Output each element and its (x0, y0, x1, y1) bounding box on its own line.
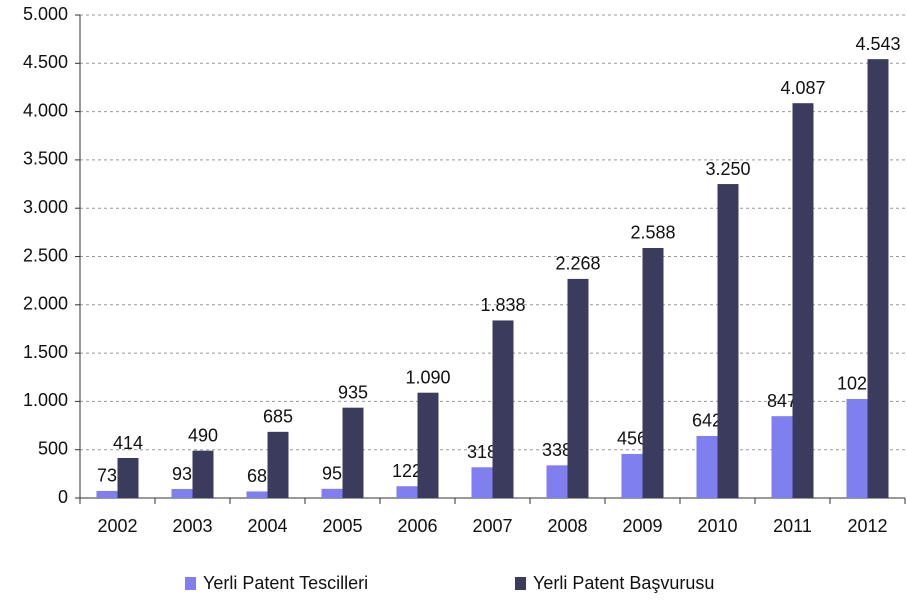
y-tick-label: 1.500 (23, 342, 68, 362)
bar (792, 103, 814, 498)
bar (117, 458, 139, 498)
bar (696, 435, 718, 498)
value-label: 122 (392, 461, 422, 481)
value-label: 95 (322, 464, 342, 484)
x-tick-label: 2006 (397, 516, 437, 536)
x-tick-label: 2002 (97, 516, 137, 536)
value-label: 935 (338, 382, 368, 402)
value-label: 4.087 (780, 78, 825, 98)
value-label: 1.090 (405, 367, 450, 387)
legend-label: Yerli Patent Tescilleri (203, 573, 368, 593)
x-tick-label: 2004 (247, 516, 287, 536)
y-tick-label: 1.000 (23, 390, 68, 410)
y-tick-label: 3.500 (23, 149, 68, 169)
y-tick-label: 500 (38, 438, 68, 458)
value-label: 338 (542, 440, 572, 460)
x-tick-label: 2010 (697, 516, 737, 536)
value-label: 318 (467, 442, 497, 462)
bar (396, 486, 418, 498)
bar (492, 320, 514, 498)
value-label: 456 (617, 429, 647, 449)
x-tick-label: 2003 (172, 516, 212, 536)
bar (321, 488, 343, 498)
bar (867, 59, 889, 498)
x-tick-label: 2005 (322, 516, 362, 536)
y-tick-label: 2.000 (23, 294, 68, 314)
value-label: 4.543 (855, 34, 900, 54)
bar (546, 465, 568, 498)
value-label: 490 (188, 425, 218, 445)
bar (342, 407, 364, 498)
value-label: 1025 (837, 374, 877, 394)
value-label: 68 (247, 466, 267, 486)
y-tick-label: 3.000 (23, 197, 68, 217)
bar (417, 392, 439, 498)
bar (717, 184, 739, 499)
value-label: 414 (113, 433, 143, 453)
value-label: 3.250 (705, 159, 750, 179)
x-tick-label: 2011 (773, 516, 812, 536)
x-tick-label: 2012 (847, 516, 887, 536)
legend-label: Yerli Patent Başvurusu (533, 573, 714, 593)
bar (771, 416, 793, 498)
value-label: 2.268 (555, 254, 600, 274)
y-tick-label: 5.000 (23, 4, 68, 24)
legend-swatch (515, 577, 526, 590)
y-tick-label: 4.500 (23, 52, 68, 72)
x-tick-label: 2007 (472, 516, 512, 536)
bar (267, 431, 289, 498)
x-tick-label: 2009 (622, 516, 662, 536)
x-tick-label: 2008 (547, 516, 587, 536)
bar (471, 467, 493, 498)
bar (846, 398, 868, 498)
bar (621, 453, 643, 498)
value-label: 2.588 (630, 223, 675, 243)
value-label: 642 (692, 411, 722, 431)
bar (171, 489, 193, 498)
value-label: 685 (263, 407, 293, 427)
bar (567, 278, 589, 498)
legend-swatch (185, 577, 196, 590)
value-label: 73 (97, 466, 117, 486)
value-label: 93 (172, 464, 192, 484)
y-tick-label: 2.500 (23, 245, 68, 265)
value-label: 847 (767, 391, 797, 411)
bar (96, 490, 118, 498)
y-tick-label: 0 (58, 487, 68, 507)
bar (642, 247, 664, 498)
y-tick-label: 4.000 (23, 100, 68, 120)
bar (192, 450, 214, 498)
value-label: 1.838 (480, 295, 525, 315)
bar (246, 491, 268, 498)
